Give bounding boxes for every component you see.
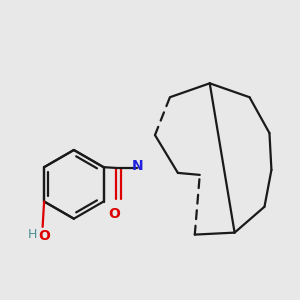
Text: H: H <box>28 228 37 242</box>
Text: N: N <box>132 159 144 173</box>
Text: O: O <box>38 229 50 243</box>
Text: O: O <box>108 207 120 221</box>
